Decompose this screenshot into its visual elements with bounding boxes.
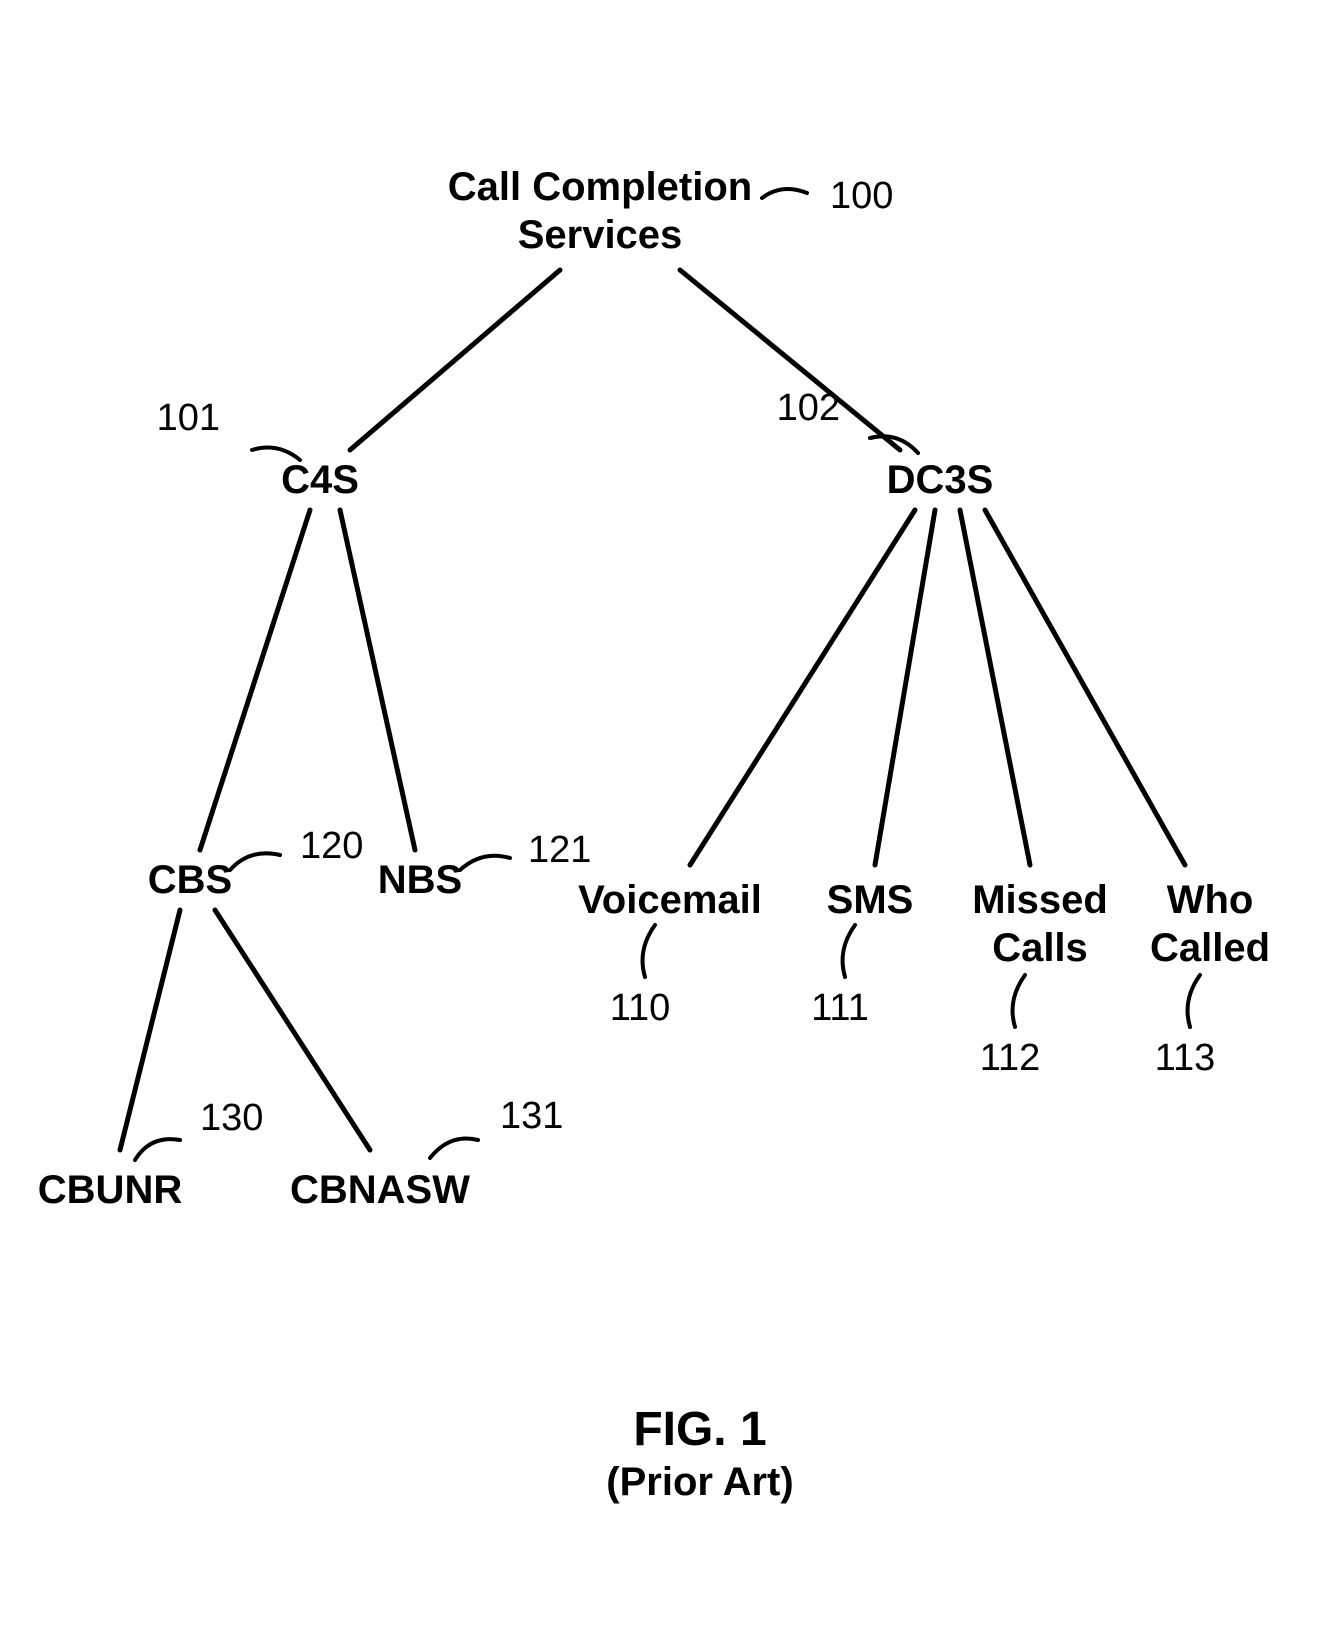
figure-caption-sub: (Prior Art) bbox=[606, 1460, 793, 1504]
node-c4s: C4S bbox=[281, 458, 359, 502]
diagram-canvas: Call Completion Services 100 C4S 101 DC3… bbox=[0, 0, 1337, 1632]
ref-110: 110 bbox=[610, 987, 671, 1029]
ref-111: 111 bbox=[811, 987, 869, 1029]
figure-caption: FIG. 1 bbox=[633, 1403, 766, 1456]
leader-112 bbox=[1013, 975, 1025, 1027]
ref-112: 112 bbox=[980, 1037, 1041, 1079]
ref-131: 131 bbox=[500, 1095, 563, 1137]
ref-101: 101 bbox=[157, 397, 220, 439]
node-cbunr: CBUNR bbox=[38, 1168, 183, 1212]
ref-102: 102 bbox=[777, 387, 840, 429]
ref-120: 120 bbox=[300, 825, 363, 867]
ref-130: 130 bbox=[200, 1097, 263, 1139]
edge-cbs-cbunr bbox=[120, 910, 180, 1150]
leader-111 bbox=[843, 925, 855, 977]
node-nbs: NBS bbox=[378, 858, 462, 902]
node-voicemail: Voicemail bbox=[578, 878, 762, 922]
node-missed-l2: Calls bbox=[992, 926, 1088, 970]
node-root-line1: Call Completion bbox=[448, 165, 752, 209]
node-who-l2: Called bbox=[1150, 926, 1270, 970]
leader-113 bbox=[1188, 975, 1200, 1027]
edge-c4s-cbs bbox=[200, 510, 310, 850]
leader-120 bbox=[230, 853, 280, 870]
node-who-l1: Who bbox=[1167, 878, 1254, 922]
leader-130 bbox=[135, 1139, 180, 1160]
leader-121 bbox=[460, 856, 510, 870]
edge-c4s-nbs bbox=[340, 510, 415, 850]
leader-110 bbox=[643, 925, 655, 977]
node-missed-l1: Missed bbox=[972, 878, 1108, 922]
node-root-line2: Services bbox=[518, 213, 683, 257]
node-cbs: CBS bbox=[148, 858, 232, 902]
ref-121: 121 bbox=[528, 829, 591, 871]
edge-dc3s-voicemail bbox=[690, 510, 915, 865]
ref-100: 100 bbox=[830, 175, 893, 217]
node-dc3s: DC3S bbox=[887, 458, 994, 502]
edge-dc3s-who bbox=[985, 510, 1185, 865]
ref-113: 113 bbox=[1155, 1037, 1216, 1079]
node-cbnasw: CBNASW bbox=[290, 1168, 470, 1212]
leader-100 bbox=[762, 189, 807, 198]
edge-dc3s-missed bbox=[960, 510, 1030, 865]
node-sms: SMS bbox=[827, 878, 914, 922]
edge-root-c4s bbox=[350, 270, 560, 450]
leader-131 bbox=[430, 1138, 478, 1158]
